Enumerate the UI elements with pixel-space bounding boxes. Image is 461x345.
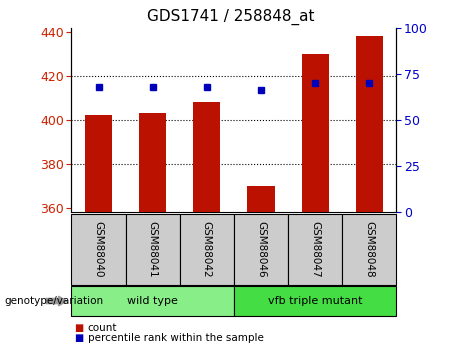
Bar (356, 36, 383, 212)
Bar (85, 116, 112, 212)
Text: GSM88046: GSM88046 (256, 221, 266, 278)
Bar (248, 186, 275, 212)
Text: wild type: wild type (127, 296, 178, 306)
Bar (301, 54, 329, 212)
Text: GDS1741 / 258848_at: GDS1741 / 258848_at (147, 9, 314, 25)
Text: GSM88047: GSM88047 (310, 221, 320, 278)
Text: ■: ■ (74, 333, 83, 343)
Text: GSM88040: GSM88040 (94, 221, 104, 277)
Text: GSM88041: GSM88041 (148, 221, 158, 278)
Text: GSM88048: GSM88048 (364, 221, 374, 278)
Text: percentile rank within the sample: percentile rank within the sample (88, 333, 264, 343)
Text: vfb triple mutant: vfb triple mutant (268, 296, 362, 306)
Text: GSM88042: GSM88042 (202, 221, 212, 278)
Text: count: count (88, 323, 117, 333)
Bar (139, 113, 166, 212)
Bar (193, 102, 220, 212)
Text: ■: ■ (74, 323, 83, 333)
Text: genotype/variation: genotype/variation (5, 296, 104, 306)
